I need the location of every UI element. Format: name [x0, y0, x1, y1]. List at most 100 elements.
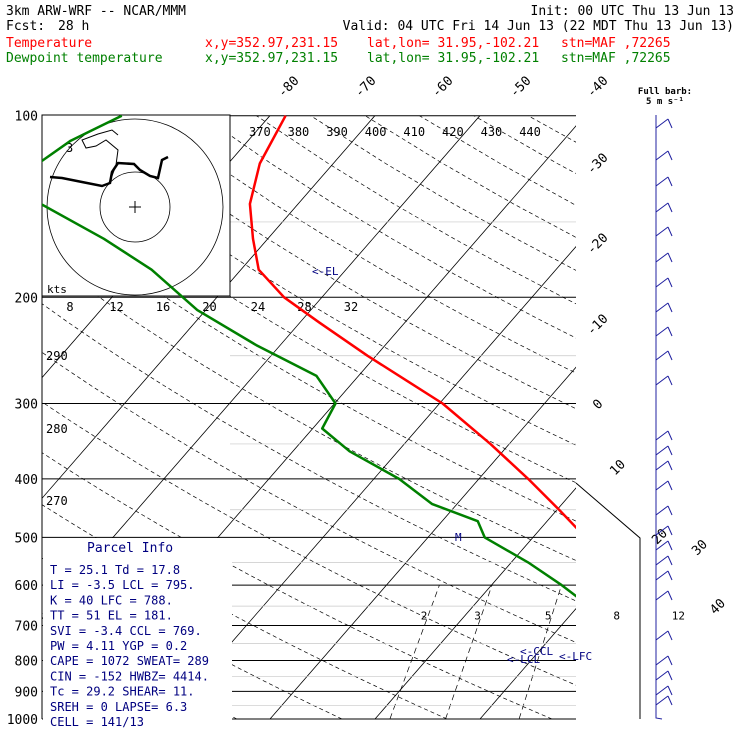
m-marker: M — [455, 531, 462, 544]
parcel-info-row: Tc = 29.2 SHEAR= 11. — [50, 685, 195, 699]
wind-barb — [655, 226, 669, 237]
mixing-ratio-line — [590, 585, 628, 719]
parcel-info-row: LI = -3.5 LCL = 795. — [50, 578, 195, 592]
hodograph-speed-label: 16 — [156, 300, 170, 314]
theta-e-label-top: 440 — [519, 125, 541, 139]
pressure-tick-label: 600 — [15, 579, 38, 594]
wind-barb — [655, 176, 669, 187]
isotherm-line — [690, 116, 740, 719]
parcel-info-row: CELL = 141/13 — [50, 715, 144, 729]
dry-adiabat-line — [201, 115, 576, 339]
parcel-info-title: Parcel Info — [87, 541, 173, 556]
temperature-tick-label: -40 — [584, 74, 611, 101]
theta-e-label-left: 280 — [46, 422, 68, 436]
isotherm-line — [42, 115, 376, 499]
parcel-info-rows: T = 25.1 Td = 17.8LI = -3.5 LCL = 795.K … — [50, 563, 209, 729]
wind-barb-flag — [667, 375, 673, 386]
dry-adiabat-line — [473, 115, 576, 174]
dry-adiabat-line — [364, 115, 576, 238]
dry-adiabat-line — [147, 115, 576, 374]
wind-barb-flag — [667, 670, 673, 681]
mixing-ratio-label: 12 — [672, 610, 685, 623]
theta-e-label-left: 270 — [46, 494, 68, 508]
lfc-marker: <-LFC — [559, 650, 592, 663]
forecast-hour: 28 h — [58, 19, 89, 34]
temperature-tick-label: -70 — [352, 74, 379, 101]
hodograph-speed-label: 12 — [109, 300, 123, 314]
wind-barb — [655, 350, 669, 361]
parcel-info-row: CIN = -152 HWBZ= 4414. — [50, 669, 209, 683]
parcel-info-row: CAPE = 1072 SWEAT= 289 — [50, 654, 209, 668]
mixing-ratio-line — [518, 585, 562, 719]
wind-barb — [655, 685, 669, 696]
isotherm-line — [164, 245, 576, 719]
dry-adiabat-line — [527, 115, 576, 143]
wind-barb — [655, 302, 669, 313]
parcel-info-bg — [43, 538, 232, 720]
parcel-info-row: SREH = 0 LAPSE= 6.3 — [50, 700, 187, 714]
mixing-ratio-label: 5 — [545, 610, 552, 623]
wind-barb — [655, 460, 669, 471]
legend-dewpoint-latlon: lat,lon= 31.95,-102.21 — [367, 51, 539, 66]
hodograph-speed-label: 8 — [66, 300, 73, 314]
dry-adiabat-line — [637, 116, 740, 719]
hodograph-speed-label: 24 — [251, 300, 265, 314]
wind-barb-flag — [667, 590, 673, 601]
parcel-info-row: T = 25.1 Td = 17.8 — [50, 563, 180, 577]
parcel-info-row: K = 40 LFC = 788. — [50, 593, 173, 607]
lcl-marker: <-LCL — [507, 653, 540, 666]
wind-barb — [655, 695, 669, 706]
wind-barb — [655, 252, 669, 263]
temperature-tick-label: -80 — [275, 74, 302, 101]
wind-barb-flag — [667, 350, 673, 361]
wind-barb-flag — [667, 685, 673, 696]
wind-barb — [655, 326, 669, 337]
theta-e-label-top: 400 — [365, 125, 387, 139]
wind-barb-flag — [667, 480, 673, 491]
hodograph-kts-label: kts — [47, 283, 67, 296]
legend-dewpoint-name: Dewpoint temperature — [6, 51, 163, 66]
hodograph-ring-inner — [99, 171, 171, 243]
wind-barb — [655, 555, 669, 566]
pressure-tick-label: 200 — [15, 291, 38, 306]
theta-e-label-top: 420 — [442, 125, 464, 139]
isotherm-line — [374, 487, 576, 719]
ccl-marker: <-CCL — [520, 645, 553, 658]
wind-barb-flag — [667, 226, 673, 237]
mixing-ratio-label: 3 — [474, 610, 481, 623]
pressure-tick-label: 900 — [15, 685, 38, 700]
legend-temperature-name: Temperature — [6, 36, 92, 51]
wind-barb-flag — [667, 570, 673, 581]
mixing-ratio-line — [389, 585, 440, 719]
legend-dewpoint-coords: x,y=352.97,231.15 — [205, 51, 338, 66]
temperature-tick-label: -30 — [584, 151, 611, 178]
temperature-tick-label: -60 — [429, 74, 456, 101]
theta-e-label-top: 390 — [326, 125, 348, 139]
parcel-info-row: SVI = -3.4 CCL = 769. — [50, 624, 202, 638]
wind-barb — [655, 150, 669, 161]
wind-barb — [655, 590, 669, 601]
hodograph-speed-label: 32 — [344, 300, 358, 314]
hodograph-frame — [41, 114, 231, 297]
wind-barb-flag — [667, 118, 673, 129]
barb-key-line1: Full barb: — [638, 87, 692, 97]
init-time: Init: 00 UTC Thu 13 Jun 13 — [531, 4, 735, 19]
wind-barb-flag — [667, 655, 673, 666]
wind-barb — [655, 630, 669, 641]
wind-barb-flag — [667, 277, 673, 288]
wind-barb-flag — [667, 445, 673, 456]
wind-barb-flag — [667, 150, 673, 161]
pressure-tick-label: 300 — [15, 398, 38, 413]
el-marker: <-EL — [312, 265, 339, 278]
model-title: 3km ARW-WRF -- NCAR/MMM — [6, 4, 186, 19]
wind-barb — [655, 118, 669, 129]
wind-barb — [655, 202, 669, 213]
isotherm-line — [269, 366, 576, 719]
pressure-tick-label: 100 — [15, 110, 38, 125]
wind-staff — [655, 115, 663, 720]
hodograph-trace-upper — [81, 129, 119, 186]
wind-barb-flag — [667, 302, 673, 313]
wind-barb — [655, 570, 669, 581]
mixing-ratio-line — [655, 585, 690, 719]
